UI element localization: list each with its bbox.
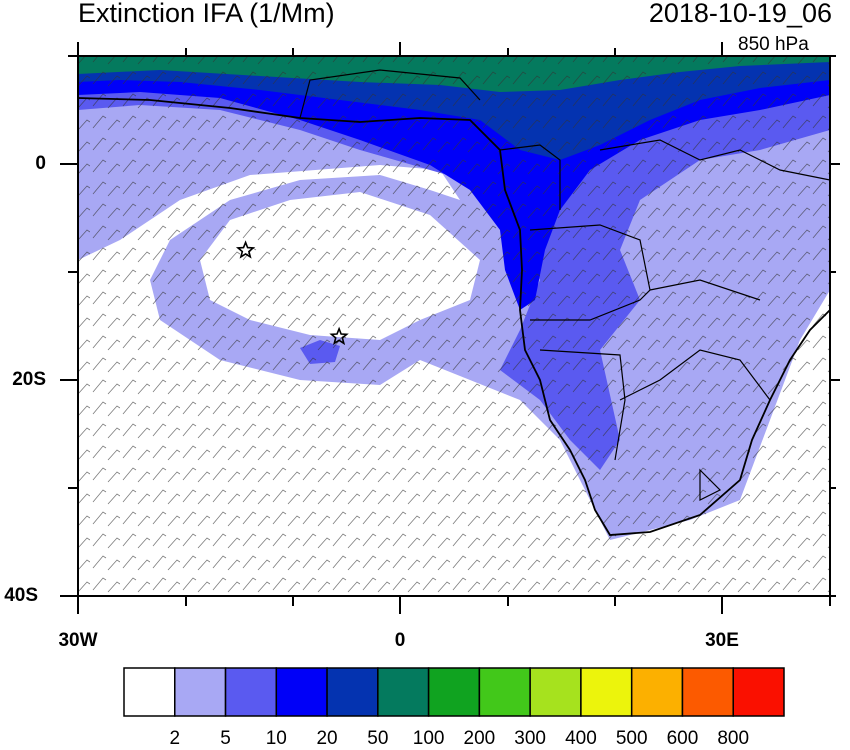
- colorbar-label: 2: [169, 728, 181, 749]
- colorbar-label: 10: [265, 728, 287, 749]
- axis-ticks: [60, 42, 840, 614]
- colorbar-swatch: [224, 667, 278, 717]
- colorbar-swatch: [427, 667, 481, 717]
- colorbar-label: 600: [666, 728, 699, 749]
- colorbar-label: 500: [615, 728, 648, 749]
- colorbar-label: 50: [367, 728, 389, 749]
- colorbar-label: 800: [717, 728, 750, 749]
- colorbar-label: 400: [565, 728, 597, 749]
- lon-label-30e: 30E: [705, 630, 739, 651]
- colorbar-swatch: [732, 667, 785, 717]
- coastline-africa: [78, 97, 830, 536]
- wind-barbs: [78, 56, 830, 596]
- plot-frame: [77, 55, 831, 597]
- colorbar-label: 5: [220, 728, 231, 749]
- colorbar: [123, 667, 785, 717]
- lat-label-20s: 20S: [12, 369, 46, 390]
- map-timestamp: 2018-10-19_06: [648, 0, 832, 28]
- star-marker: [235, 240, 256, 259]
- pressure-level: 850 hPa: [738, 34, 809, 55]
- colorbar-swatch: [377, 667, 430, 717]
- colorbar-swatch: [529, 667, 582, 717]
- colorbar-label: 100: [412, 728, 445, 749]
- colorbar-swatch: [630, 667, 684, 717]
- lon-label-30w: 30W: [58, 630, 98, 651]
- colorbar-swatch: [478, 667, 531, 717]
- colorbar-label: 300: [514, 728, 546, 749]
- colorbar-label: 200: [463, 728, 496, 749]
- country-borders: [299, 69, 830, 501]
- lon-label-0: 0: [394, 630, 406, 651]
- map-title: Extinction IFA (1/Mm): [78, 0, 335, 28]
- colorbar-swatch: [174, 667, 227, 717]
- colorbar-swatch: [681, 667, 734, 717]
- colorbar-swatch: [275, 667, 328, 717]
- colorbar-swatch: [326, 667, 379, 717]
- star-marker: [329, 326, 349, 346]
- lat-label-0: 0: [35, 153, 46, 174]
- lat-label-40s: 40S: [4, 585, 38, 606]
- map-plot-area: [78, 56, 830, 596]
- colorbar-swatch: [580, 667, 633, 717]
- colorbar-swatch: [123, 667, 176, 717]
- colorbar-label: 20: [316, 728, 338, 749]
